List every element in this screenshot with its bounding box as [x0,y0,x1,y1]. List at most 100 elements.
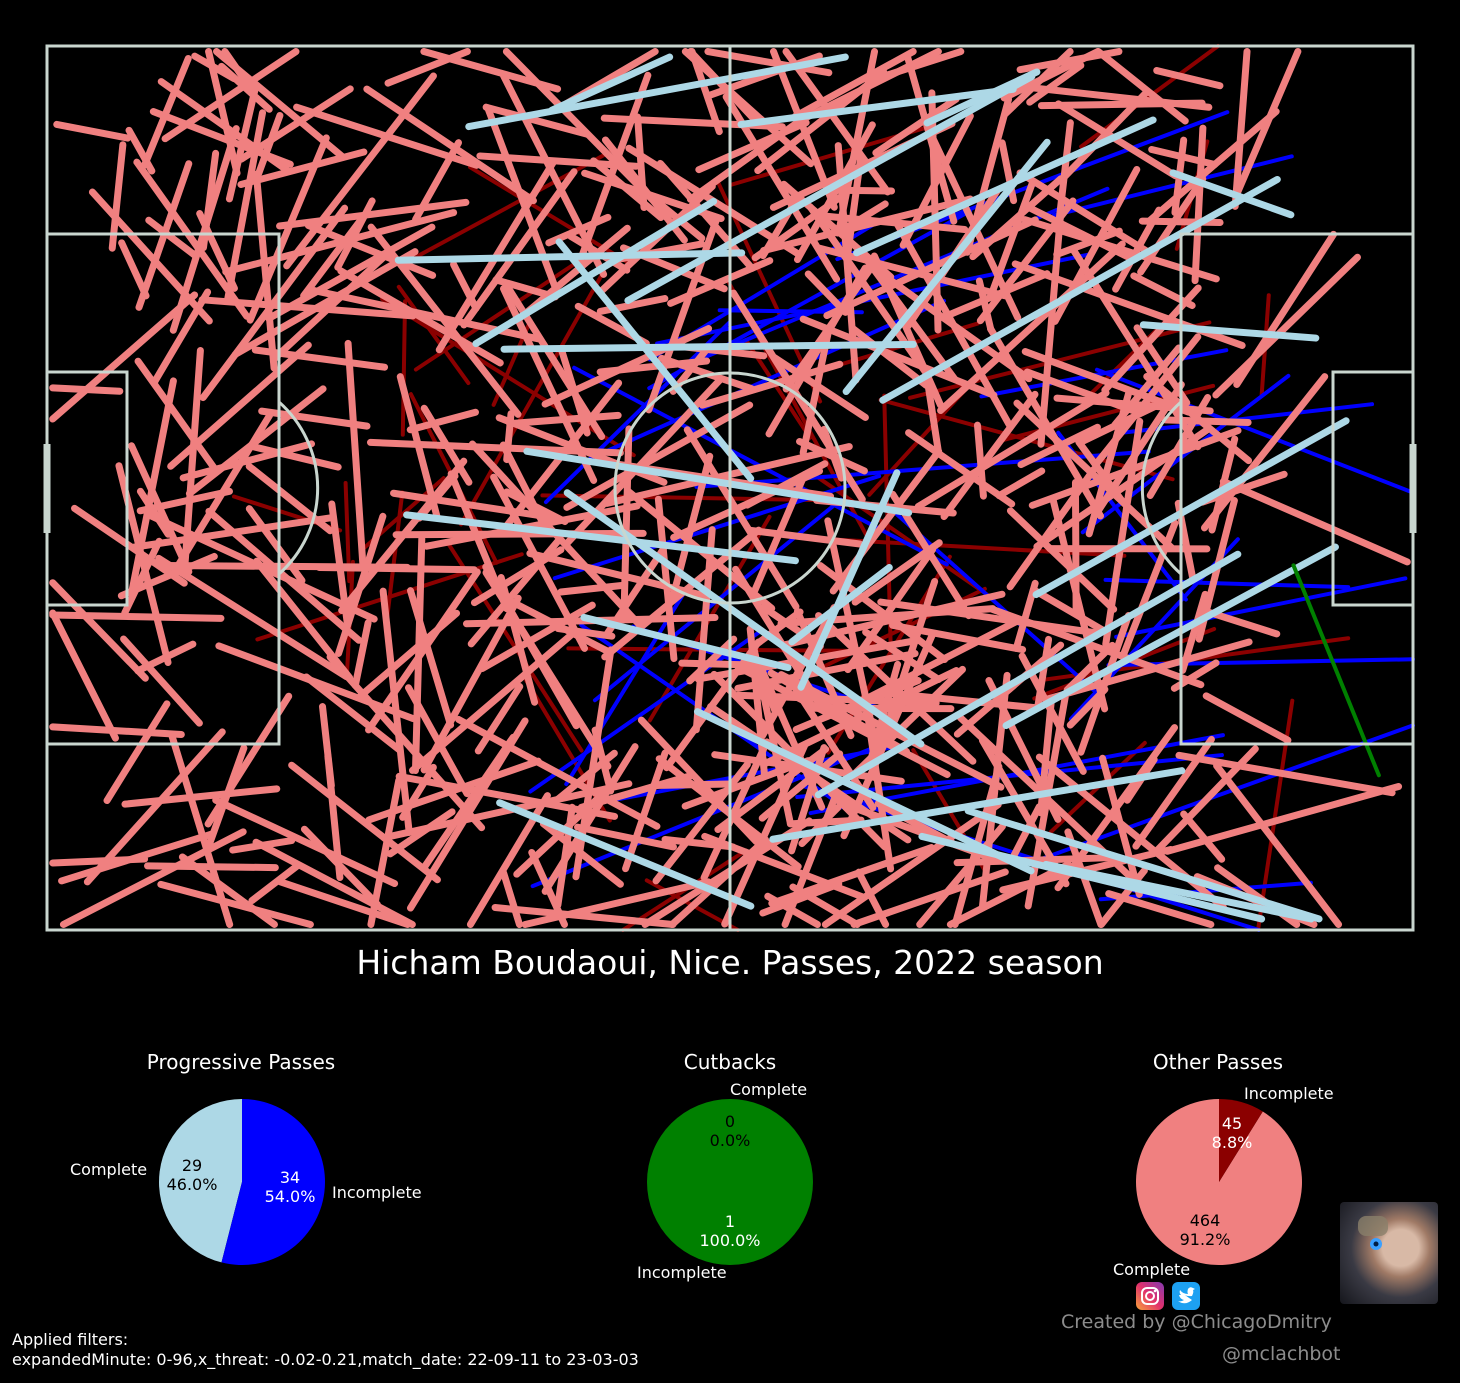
pie1-pct-complete: 46.0% [166,1175,218,1194]
right-penalty-box [1179,232,1415,746]
pass-other-complete [337,267,504,367]
pass-other-complete [701,832,866,901]
pass-other-complete [821,801,1002,928]
pass-other-complete [288,761,441,884]
pass-other-complete [252,170,278,372]
pass-other-complete [1130,272,1196,310]
pass-other-complete [367,776,403,928]
pass-other-complete [225,83,260,203]
filters-heading: Applied filters: [12,1330,129,1349]
pass-other-complete [658,354,755,393]
pass-other-complete [212,796,399,888]
pass-progressive-complete [472,197,718,348]
pass-other-complete [1153,67,1224,90]
pass-other-complete [1017,423,1101,469]
pie2-count-complete: 0 [724,1112,736,1131]
pass-other-complete [686,114,807,203]
pass-progressive-complete [814,550,1242,799]
pass-other-complete [71,504,188,587]
left-penalty-arc [278,400,320,576]
pass-lines [49,44,1415,932]
pass-other-complete [893,220,1013,429]
pass-other-complete [108,141,127,252]
pass-other-complete [804,270,849,316]
pie2-label-complete: Complete [730,1080,808,1099]
pass-other-complete [53,120,132,142]
pass-other-complete [49,384,124,395]
pass-other-complete [574,823,677,851]
pass-other-complete [283,72,437,270]
pass-other-complete [411,535,426,775]
pass-other-complete [553,749,618,804]
pie-slice-incomplete [1219,1099,1263,1182]
pass-other-complete [384,48,471,87]
pie3-label-incomplete: Incomplete [1244,1084,1334,1103]
pass-progressive-complete [555,238,755,483]
pass-other-complete [248,862,301,905]
pass-progressive-incomplete [1094,367,1415,495]
centre-circle [613,371,847,605]
pass-other-complete [1212,253,1361,399]
pass-other-complete [1101,284,1202,394]
pass-other-complete [482,103,591,138]
pass-other-complete [707,703,912,844]
pass-other-complete [1146,394,1212,500]
pass-other-complete [147,512,378,623]
pass-other-complete [688,48,723,136]
pass-progressive-complete [624,73,1036,305]
right-penalty-arc [1140,400,1182,576]
applied-filters: Applied filters: expandedMinute: 0-96,x_… [12,1330,639,1370]
pass-other-complete [704,48,833,77]
pass-other-complete [58,830,216,885]
pass-other-complete [390,489,553,521]
pie3-label-complete: Complete [1113,1260,1191,1279]
pass-other-incomplete [396,284,471,386]
pass-progressive-complete [788,563,893,646]
pass-progressive-incomplete [564,588,688,787]
pass-other-complete [145,216,199,259]
pass-other-complete [271,254,387,362]
pass-other-complete [386,808,456,858]
pie-progressive [159,1099,326,1265]
instagram-icon[interactable] [1136,1282,1164,1310]
pie1-label-incomplete: Incomplete [332,1183,422,1202]
pass-other-complete [478,601,596,672]
pass-other-complete [940,390,1039,521]
pass-other-complete [686,635,738,685]
pass-other-complete [1175,751,1396,797]
pie3-count-complete: 464 [1189,1211,1221,1230]
pie3-value-complete: 464 91.2% [1170,1211,1240,1249]
pass-other-complete [721,742,809,928]
pass-other-complete [141,55,192,169]
pie1-count-complete: 29 [181,1156,203,1175]
pass-progressive-complete [1139,321,1320,342]
pass-progressive-complete [879,175,1281,404]
pass-other-complete [663,638,762,772]
pass-other-complete [49,579,149,682]
pass-other-complete [835,48,879,236]
pass-other-complete [135,160,193,311]
pass-other-complete [815,612,977,765]
pass-other-complete [199,149,220,252]
pass-other-complete [118,239,150,300]
pass-other-complete [782,260,878,393]
pass-progressive-complete [496,799,755,910]
pie1-value-incomplete: 34 54.0% [260,1168,320,1206]
pass-other-complete [492,276,559,301]
pass-other-complete [1119,519,1179,659]
pass-other-complete [185,385,327,498]
pass-progressive-incomplete [1119,402,1375,435]
pass-other-complete [455,715,661,830]
pass-other-complete [1137,175,1207,276]
pass-other-complete [474,683,524,755]
pass-other-complete [1020,201,1137,263]
pass-other-complete [395,772,619,820]
pie3-value-incomplete: 45 8.8% [1200,1114,1264,1152]
pass-other-complete [554,803,576,909]
pass-other-incomplete [400,299,408,437]
pass-progressive-incomplete [1103,577,1351,590]
pass-other-complete [365,757,542,824]
twitter-icon[interactable] [1172,1282,1200,1310]
pass-other-complete [88,188,213,325]
